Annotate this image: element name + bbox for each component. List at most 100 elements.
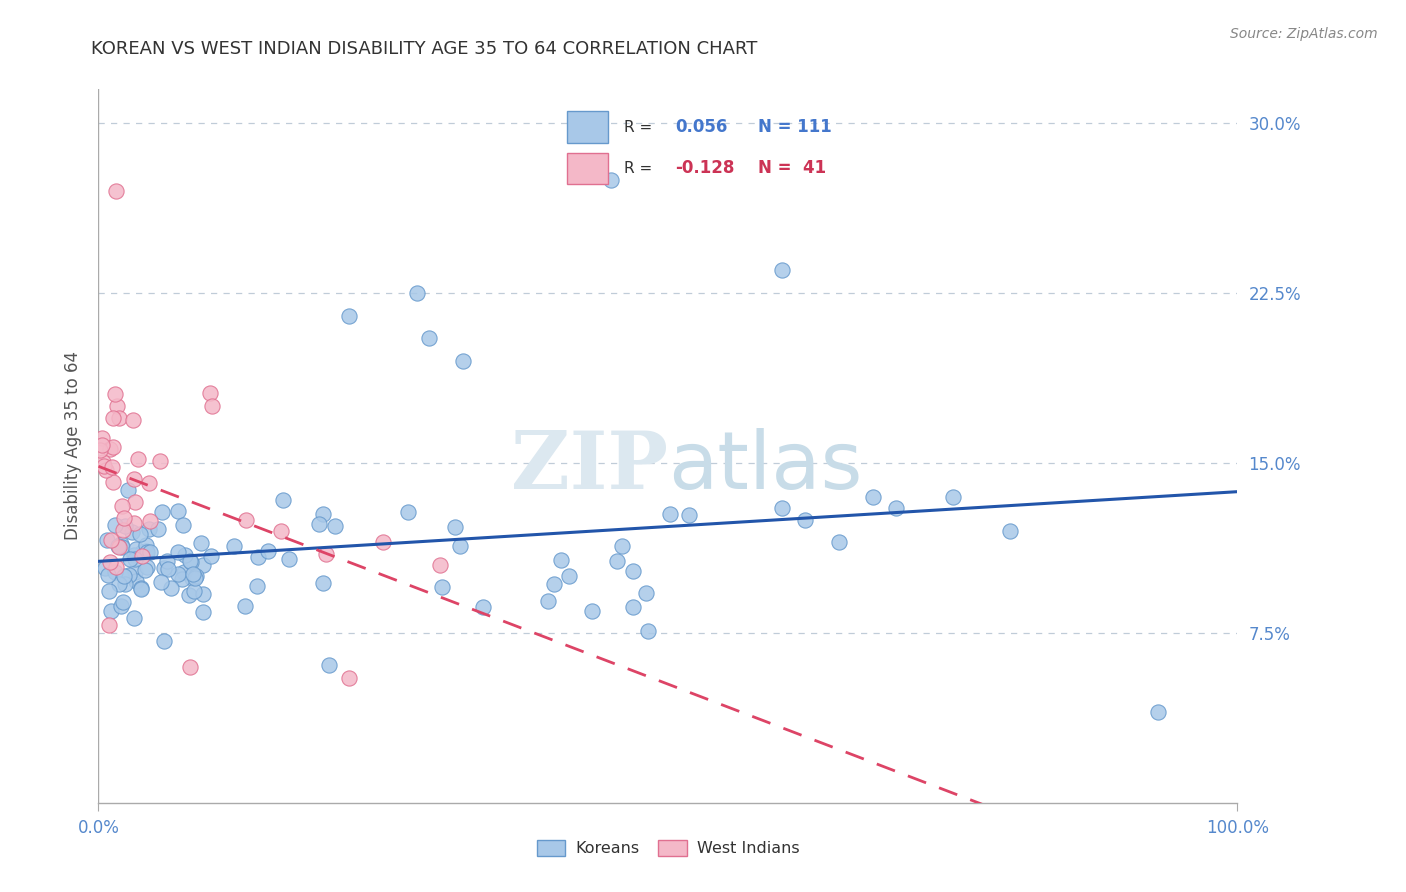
Point (101, 475, 124, 489)
Point (181, 567, 204, 582)
Point (659, 508, 682, 522)
Point (104, 518, 127, 533)
Point (942, 490, 965, 504)
Point (166, 567, 188, 582)
Point (156, 554, 179, 568)
Point (135, 544, 157, 558)
Point (98, 583, 121, 598)
Point (558, 568, 581, 582)
Point (136, 560, 159, 574)
Point (173, 565, 195, 579)
Point (149, 574, 172, 589)
Y-axis label: Disability Age 35 to 64: Disability Age 35 to 64 (63, 351, 82, 541)
Point (101, 410, 124, 425)
Point (122, 472, 145, 486)
Point (150, 505, 173, 519)
Point (233, 599, 256, 613)
Point (157, 561, 180, 575)
Point (110, 599, 132, 614)
Point (183, 583, 205, 598)
Point (122, 516, 145, 530)
Point (117, 483, 139, 498)
Point (104, 184, 127, 198)
Point (186, 569, 208, 583)
Point (107, 540, 129, 554)
Point (138, 545, 160, 559)
Point (135, 538, 157, 552)
Point (94, 463, 117, 477)
Point (181, 571, 204, 585)
Point (224, 540, 246, 554)
Point (256, 544, 278, 558)
Point (124, 494, 146, 508)
Point (621, 564, 644, 578)
Point (100, 533, 122, 548)
Point (121, 524, 143, 539)
Point (131, 581, 153, 595)
Point (337, 309, 360, 323)
Point (124, 566, 146, 580)
Point (1146, 705, 1168, 719)
Point (235, 513, 257, 527)
Point (118, 552, 141, 566)
Point (606, 553, 628, 567)
Point (114, 577, 136, 591)
Point (131, 582, 153, 596)
Point (104, 565, 127, 579)
Point (318, 657, 340, 672)
Point (179, 554, 201, 568)
Point (97, 568, 120, 582)
Point (550, 553, 572, 567)
Point (612, 539, 634, 553)
Point (190, 536, 212, 550)
Point (107, 577, 129, 591)
Point (100, 604, 122, 618)
Point (124, 541, 146, 556)
Text: KOREAN VS WEST INDIAN DISABILITY AGE 35 TO 64 CORRELATION CHART: KOREAN VS WEST INDIAN DISABILITY AGE 35 … (91, 40, 758, 58)
Point (200, 549, 222, 563)
Point (537, 594, 560, 608)
Point (444, 520, 467, 534)
Point (451, 354, 474, 368)
Point (621, 600, 644, 615)
Point (191, 558, 214, 572)
Point (111, 500, 134, 514)
Point (124, 551, 146, 566)
Point (884, 501, 907, 516)
Point (277, 551, 299, 566)
Point (114, 519, 136, 533)
Point (198, 385, 221, 400)
Point (184, 570, 207, 584)
Point (134, 563, 156, 577)
Point (138, 476, 160, 491)
Point (770, 501, 793, 516)
Point (179, 660, 201, 674)
Point (118, 568, 141, 582)
Point (581, 604, 603, 618)
Point (449, 539, 471, 553)
Point (112, 523, 135, 537)
Point (770, 263, 793, 277)
Point (312, 507, 335, 521)
Point (138, 522, 160, 536)
Text: Source: ZipAtlas.com: Source: ZipAtlas.com (1230, 27, 1378, 41)
Point (105, 399, 128, 413)
Point (429, 558, 451, 572)
Point (371, 535, 394, 549)
Point (172, 518, 194, 533)
Point (270, 524, 292, 538)
Point (112, 511, 135, 525)
Point (98, 617, 121, 632)
Point (96, 533, 118, 547)
Point (149, 454, 172, 468)
Point (543, 577, 565, 591)
Point (101, 459, 124, 474)
Text: ZIP: ZIP (510, 428, 668, 507)
Point (110, 537, 132, 551)
Point (308, 516, 330, 531)
Text: atlas: atlas (668, 428, 862, 507)
Point (637, 624, 659, 638)
Point (131, 545, 153, 559)
Point (167, 545, 190, 559)
Point (124, 611, 146, 625)
